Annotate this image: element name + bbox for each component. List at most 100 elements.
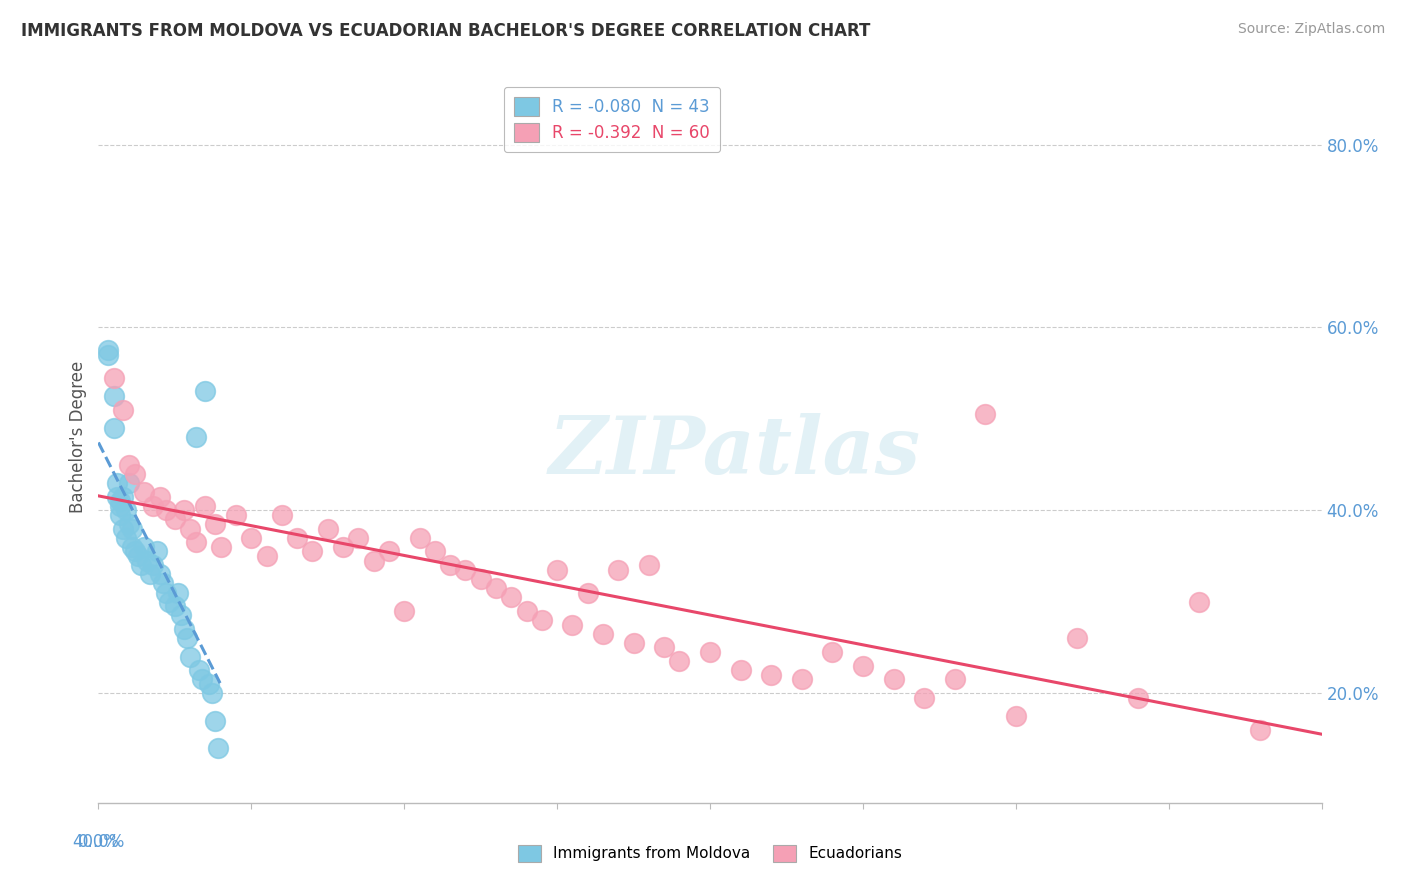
Point (974, 407, 997, 421)
Point (501, 590, 523, 604)
Point (699, 645, 721, 659)
Point (149, 490, 172, 504)
Point (209, 540, 232, 554)
Point (142, 499, 165, 513)
Point (912, 690, 935, 705)
Point (179, 521, 201, 535)
Point (118, 458, 141, 472)
Point (1188, 594, 1211, 608)
Point (176, 632, 198, 646)
Point (108, 508, 131, 522)
Point (761, 667, 783, 681)
Point (363, 553, 385, 567)
Point (186, 535, 208, 549)
Point (652, 640, 675, 655)
Point (134, 540, 156, 554)
Point (821, 645, 844, 659)
Point (301, 544, 323, 558)
Point (607, 563, 630, 577)
Point (127, 549, 149, 563)
Point (516, 604, 538, 618)
Y-axis label: Bachelor's Degree: Bachelor's Degree (69, 361, 87, 513)
Point (256, 549, 278, 563)
Text: 40.0%: 40.0% (72, 833, 125, 851)
Text: IMMIGRANTS FROM MOLDOVA VS ECUADORIAN BACHELOR'S DEGREE CORRELATION CHART: IMMIGRANTS FROM MOLDOVA VS ECUADORIAN BA… (21, 22, 870, 40)
Point (730, 663, 752, 677)
Point (173, 503, 195, 517)
Point (378, 544, 401, 558)
Point (186, 430, 208, 444)
Point (943, 673, 966, 687)
Point (97, 348, 120, 362)
Point (179, 649, 201, 664)
Text: Source: ZipAtlas.com: Source: ZipAtlas.com (1237, 22, 1385, 37)
Point (188, 663, 211, 677)
Point (207, 740, 229, 755)
Point (149, 567, 172, 582)
Point (408, 531, 430, 545)
Point (121, 540, 143, 554)
Point (225, 508, 247, 522)
Point (561, 617, 583, 632)
Point (347, 531, 370, 545)
Point (103, 421, 125, 435)
Point (105, 490, 128, 504)
Point (134, 485, 156, 500)
Point (423, 544, 446, 558)
Point (191, 673, 214, 687)
Point (204, 714, 226, 728)
Point (439, 558, 461, 573)
Point (883, 673, 905, 687)
Point (530, 613, 553, 627)
Point (139, 567, 162, 582)
Point (155, 503, 177, 517)
Point (115, 503, 138, 517)
Point (115, 531, 138, 545)
Point (173, 622, 195, 636)
Point (194, 499, 217, 513)
Point (576, 585, 599, 599)
Text: 0.0%: 0.0% (77, 833, 120, 851)
Point (152, 576, 174, 591)
Point (124, 544, 146, 558)
Point (163, 512, 186, 526)
Point (392, 604, 416, 618)
Point (136, 553, 159, 567)
Point (285, 531, 308, 545)
Point (124, 467, 146, 481)
Point (157, 594, 180, 608)
Point (1250, 723, 1272, 737)
Point (167, 585, 190, 599)
Point (121, 521, 143, 535)
Point (103, 389, 125, 403)
Point (1066, 632, 1088, 646)
Point (204, 516, 226, 531)
Point (111, 521, 134, 535)
Point (111, 402, 134, 417)
Point (103, 370, 125, 384)
Point (118, 475, 141, 490)
Point (108, 499, 131, 513)
Point (105, 475, 128, 490)
Text: ZIPatlas: ZIPatlas (548, 413, 921, 491)
Point (1128, 690, 1150, 705)
Point (668, 654, 690, 668)
Point (155, 585, 177, 599)
Point (170, 608, 193, 623)
Point (623, 636, 645, 650)
Point (485, 581, 508, 595)
Point (332, 540, 354, 554)
Point (240, 531, 263, 545)
Point (129, 558, 152, 573)
Point (270, 508, 294, 522)
Point (316, 521, 339, 535)
Point (108, 494, 131, 508)
Point (637, 558, 661, 573)
Point (1004, 709, 1026, 723)
Point (790, 673, 813, 687)
Point (111, 490, 134, 504)
Point (163, 599, 186, 614)
Point (592, 626, 614, 640)
Point (546, 563, 568, 577)
Point (194, 384, 217, 399)
